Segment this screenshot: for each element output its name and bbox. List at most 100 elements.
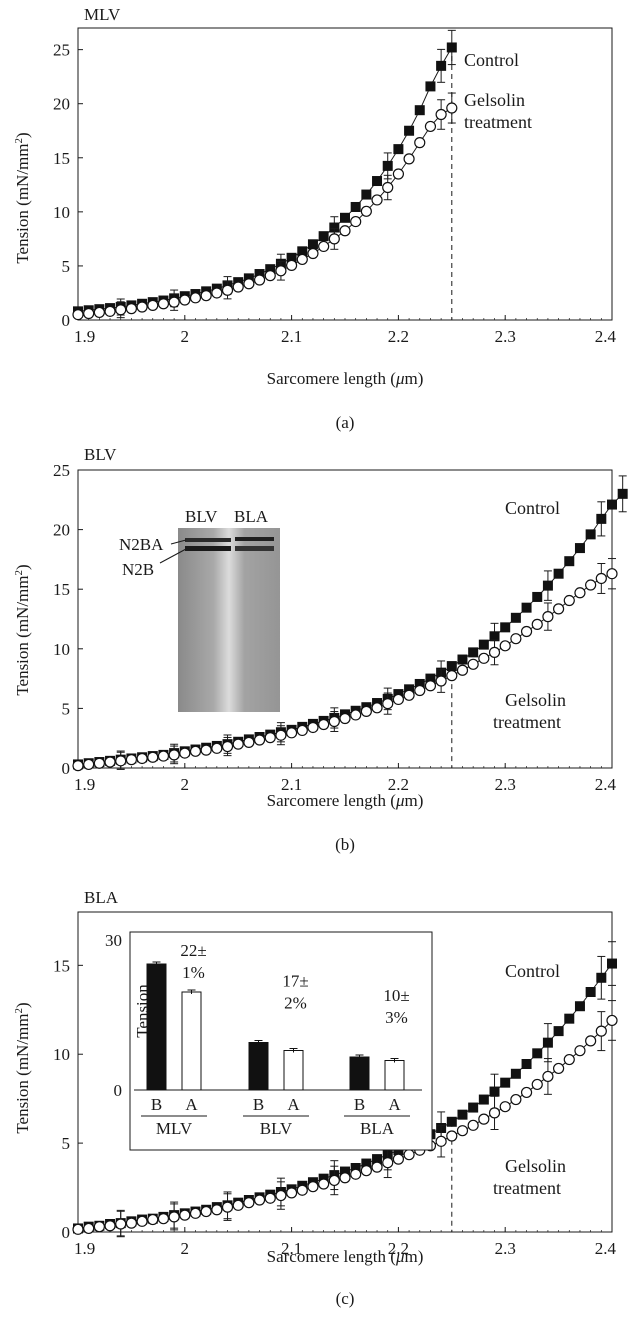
data-point-gelsolin xyxy=(296,253,308,266)
data-point-control xyxy=(489,631,500,642)
data-point-gelsolin xyxy=(478,1113,490,1125)
data-point-control xyxy=(350,1163,361,1173)
data-point-control xyxy=(607,958,617,969)
panel-a-mlv: MLV Tension (mN/mm2) Sarcomere length (μ… xyxy=(13,5,617,432)
y-tick-label: 10 xyxy=(53,640,70,659)
data-point-gelsolin xyxy=(595,1025,607,1037)
gel-lane-2-band-upper xyxy=(235,537,274,541)
data-point-gelsolin xyxy=(104,756,116,768)
inset-group-label: BLV xyxy=(260,1119,293,1138)
data-point-gelsolin xyxy=(275,265,287,277)
panel-a-title: MLV xyxy=(84,5,121,24)
inset-bar-label: A xyxy=(185,1095,198,1114)
data-point-gelsolin xyxy=(232,738,244,750)
data-point-control xyxy=(446,1116,457,1127)
data-point-gelsolin xyxy=(157,298,170,310)
data-point-gelsolin xyxy=(456,664,469,676)
data-point-gelsolin xyxy=(574,1045,586,1057)
panel-c-bla: BLA Tension (mN/mm2) Sarcomere length (μ… xyxy=(13,888,618,1308)
y-tick-label: 10 xyxy=(53,1045,70,1064)
data-point-gelsolin xyxy=(200,290,212,302)
x-tick-label: 2.4 xyxy=(595,775,617,794)
data-point-gelsolin xyxy=(264,1192,276,1204)
data-point-gelsolin xyxy=(147,751,159,763)
x-tick-label: 2.1 xyxy=(281,775,302,794)
data-point-gelsolin xyxy=(360,705,372,717)
y-tick-label: 0 xyxy=(62,311,71,330)
data-point-control xyxy=(457,654,468,665)
gel-band-pointer-n2ba xyxy=(170,539,187,545)
data-point-gelsolin xyxy=(307,721,319,734)
x-tick-label: 2.4 xyxy=(595,327,617,346)
data-point-gelsolin xyxy=(275,1189,287,1202)
y-tick-label: 0 xyxy=(62,759,71,778)
data-point-gelsolin xyxy=(136,301,148,313)
data-point-gelsolin xyxy=(147,299,159,311)
data-point-control xyxy=(372,176,383,187)
data-point-control xyxy=(404,125,415,136)
data-point-gelsolin xyxy=(424,680,437,692)
inset-annotation: 1% xyxy=(182,963,205,982)
data-point-gelsolin xyxy=(574,587,586,599)
data-point-gelsolin xyxy=(488,1107,501,1119)
data-point-gelsolin xyxy=(606,568,618,580)
data-point-gelsolin xyxy=(286,259,298,271)
data-point-gelsolin xyxy=(243,736,255,748)
data-point-gelsolin xyxy=(264,732,276,744)
y-tick-label: 15 xyxy=(53,956,70,975)
y-tick-label: 0 xyxy=(62,1223,71,1242)
data-point-gelsolin xyxy=(456,1125,469,1137)
data-point-gelsolin xyxy=(435,675,447,687)
y-tick-label: 25 xyxy=(53,461,70,480)
gel-lane-label-blv: BLV xyxy=(185,507,218,526)
panel-c-caption: (c) xyxy=(336,1289,355,1308)
data-point-gelsolin xyxy=(307,247,319,260)
data-point-gelsolin xyxy=(179,294,191,306)
panel-a-xlabel: Sarcomere length (μm) xyxy=(267,369,424,388)
gel-band-label-n2ba: N2BA xyxy=(119,535,164,554)
data-point-gelsolin xyxy=(499,1101,511,1113)
data-point-control xyxy=(564,556,575,567)
x-tick-label: 2.1 xyxy=(281,1239,302,1258)
y-tick-label: 20 xyxy=(53,521,70,540)
data-point-control xyxy=(478,639,489,650)
panel-c-title: BLA xyxy=(84,888,119,907)
data-point-gelsolin xyxy=(72,308,84,321)
data-point-gelsolin xyxy=(499,640,511,652)
data-point-gelsolin xyxy=(382,698,394,710)
data-point-control xyxy=(585,529,596,540)
data-point-control xyxy=(468,647,479,658)
data-point-gelsolin xyxy=(221,284,234,296)
data-point-gelsolin xyxy=(339,225,351,237)
data-point-control xyxy=(574,543,585,554)
panel-c-control-label: Control xyxy=(505,961,560,981)
data-point-gelsolin xyxy=(318,240,330,253)
data-point-gelsolin xyxy=(350,215,362,228)
data-point-gelsolin xyxy=(104,305,116,317)
data-point-control xyxy=(393,144,404,155)
data-point-gelsolin xyxy=(253,1194,266,1206)
data-point-gelsolin xyxy=(72,760,84,772)
panel-b-blv: BLV Tension (mN/mm2) Sarcomere length (μ… xyxy=(13,445,628,854)
data-point-control xyxy=(532,591,543,602)
data-point-gelsolin xyxy=(350,709,362,721)
data-point-control xyxy=(414,678,425,689)
data-point-gelsolin xyxy=(253,734,266,746)
data-point-gelsolin xyxy=(552,1062,565,1075)
x-tick-label: 1.9 xyxy=(74,327,95,346)
data-point-gelsolin xyxy=(83,1222,95,1235)
data-point-gelsolin xyxy=(93,757,105,769)
data-point-control xyxy=(574,1001,585,1012)
data-point-gelsolin xyxy=(403,1149,415,1161)
data-point-control xyxy=(436,60,447,71)
data-point-control xyxy=(489,1086,500,1097)
inset-bar-bla-b xyxy=(349,1056,370,1091)
data-point-gelsolin xyxy=(414,137,426,149)
data-point-gelsolin xyxy=(392,168,404,180)
data-point-gelsolin xyxy=(125,1217,137,1229)
x-tick-label: 2 xyxy=(181,1239,190,1258)
data-point-gelsolin xyxy=(318,718,330,731)
data-point-control xyxy=(585,987,596,997)
data-point-gelsolin xyxy=(318,1178,330,1190)
data-point-control xyxy=(478,1094,489,1105)
